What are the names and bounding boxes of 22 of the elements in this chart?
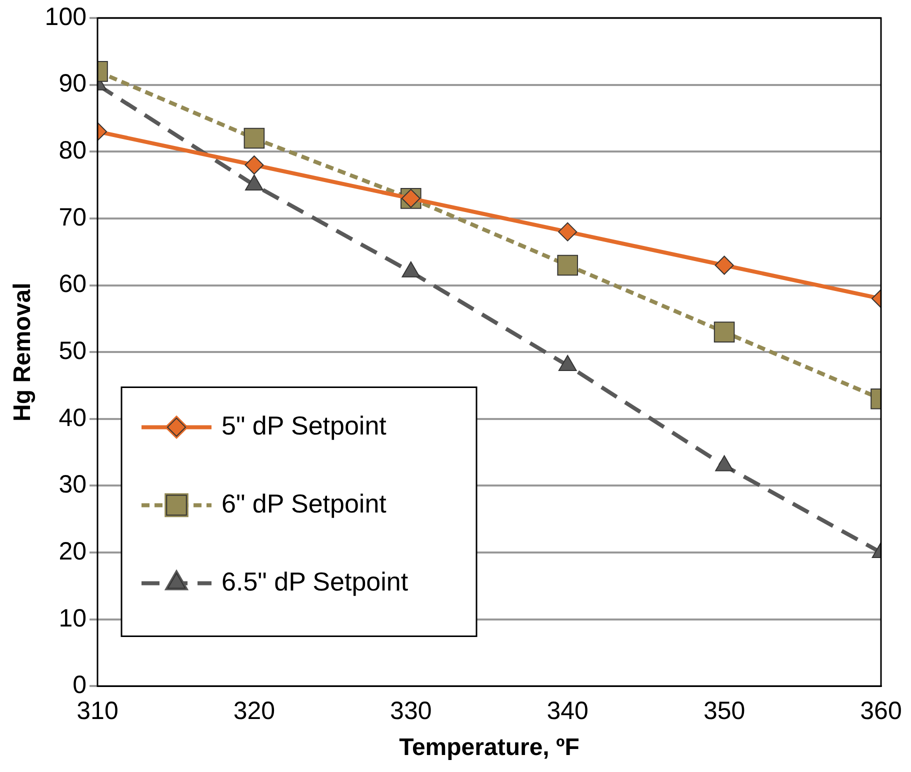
x-tick-label: 340 xyxy=(546,697,588,726)
legend-label: 6" dP Setpoint xyxy=(222,488,388,518)
y-tick-label: 60 xyxy=(58,270,87,298)
y-tick-label: 10 xyxy=(58,604,87,632)
y-axis-title: Hg Removal xyxy=(9,282,36,422)
y-tick-label: 40 xyxy=(58,404,87,432)
y-tick-label: 0 xyxy=(72,671,87,700)
y-tick-label: 50 xyxy=(58,336,87,365)
y-tick-label: 30 xyxy=(58,470,87,499)
x-tick-label: 350 xyxy=(703,697,746,726)
y-tick-label: 90 xyxy=(58,70,87,98)
x-tick-label: 360 xyxy=(860,697,902,726)
x-tick-label: 330 xyxy=(390,697,432,726)
y-tick-label: 70 xyxy=(58,203,87,232)
legend-label: 6.5" dP Setpoint xyxy=(222,566,409,596)
x-tick-label: 310 xyxy=(76,697,118,726)
y-tick-label: 100 xyxy=(44,2,87,31)
x-axis-title: Temperature, ºF xyxy=(399,734,580,762)
y-tick-label: 80 xyxy=(58,136,87,165)
x-tick-label: 320 xyxy=(233,697,276,726)
y-tick-label: 20 xyxy=(58,537,87,566)
legend-label: 5" dP Setpoint xyxy=(222,410,388,440)
